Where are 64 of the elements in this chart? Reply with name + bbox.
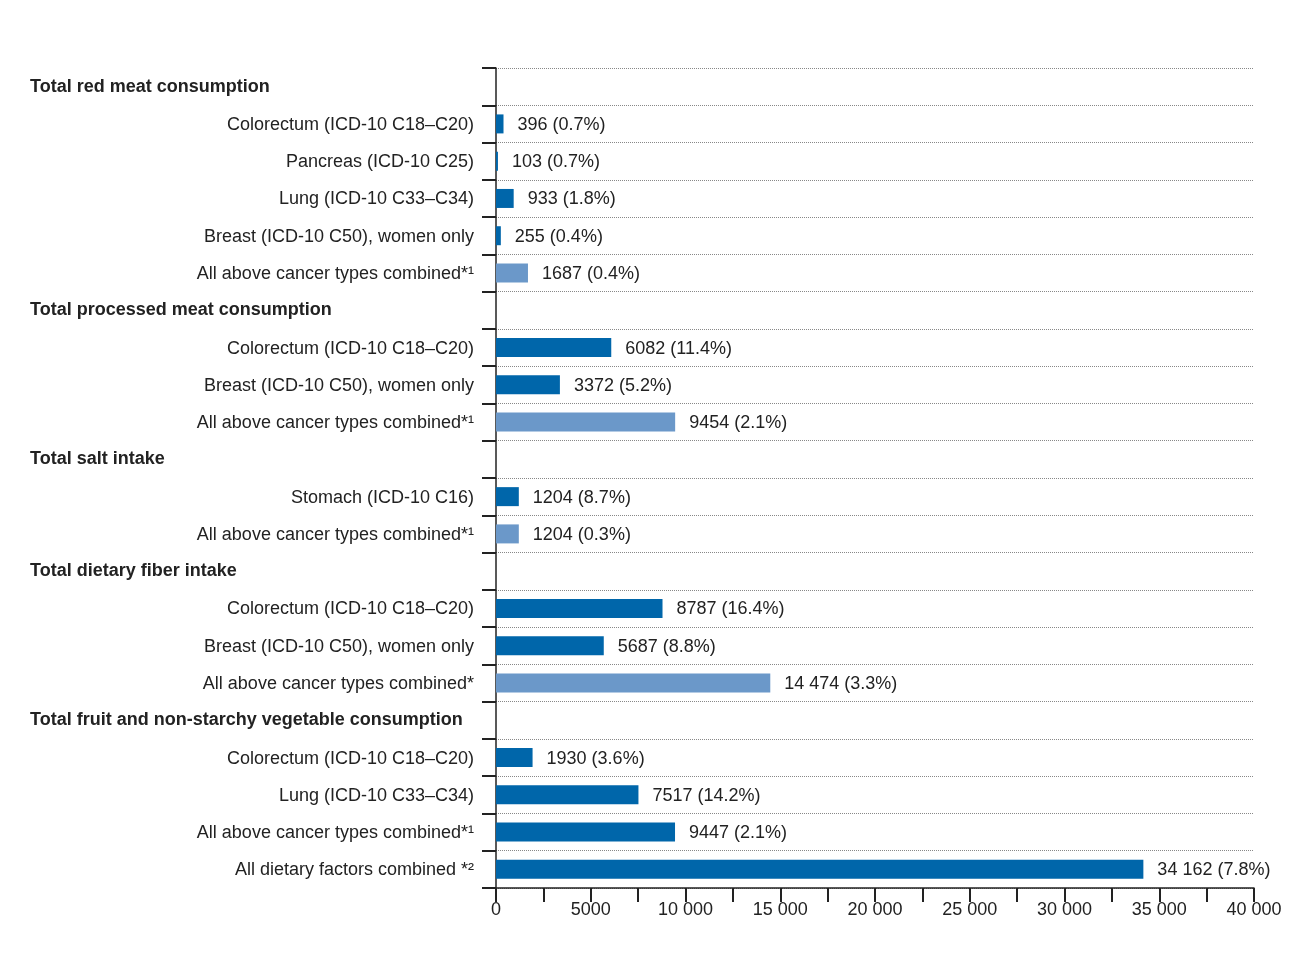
x-tick-label: 40 000 [1226,899,1282,919]
y-tick-label: Colorectum (ICD-10 C18–C20) [226,747,474,768]
x-tick-label: 35 000 [1131,899,1187,919]
y-tick-label: Colorectum (ICD-10 C18–C20) [226,337,474,358]
data-label: 1930 (3.6%) [546,747,645,768]
data-label: 1204 (0.3%) [532,523,631,544]
y-tick-label: Breast (ICD-10 C50), women only [203,225,474,246]
bar [496,188,514,208]
data-label: 1204 (8.7%) [532,486,631,507]
x-tick-label: 10 000 [657,899,714,919]
data-label: 1687 (0.4%) [541,263,641,283]
data-label: 9447 (2.1%) [689,822,788,843]
bar [496,263,528,283]
y-tick-label: Colorectum (ICD-10 C18–C20) [226,598,474,619]
x-tick-label: 25 000 [942,899,998,919]
data-label: 6082 (11.4%) [625,337,732,358]
y-tick-label: All above cancer types combined*¹ [196,412,474,433]
data-label: 103 (0.7%) [511,151,601,172]
bar [496,785,639,805]
data-label: 8787 (16.4%) [676,598,785,619]
data-label: 255 (0.4%) [514,225,603,246]
bar [496,748,533,768]
y-tick-label: Colorectum (ICD-10 C18–C20) [226,113,474,134]
y-tick-label: All above cancer types combined* [202,673,474,693]
y-tick-label: Stomach (ICD-10 C16) [290,486,474,507]
bar [496,524,519,544]
y-tick-label: Lung (ICD-10 C33–C34) [278,188,474,209]
text: Total processed meat consumption [30,299,332,320]
y-tick-label: Breast (ICD-10 C50), women only [203,635,474,656]
data-label: 396 (0.7%) [517,113,606,134]
x-tick-label: 0 [490,899,502,919]
x-tick-label: 5000 [570,899,611,919]
data-label: 14 474 (3.3%) [784,673,898,693]
text: Total salt intake [30,448,165,469]
data-label: 9454 (2.1%) [689,412,788,433]
y-tick-label: Lung (ICD-10 C33–C34) [278,784,474,805]
bar [496,338,612,358]
bar [496,487,519,507]
data-label: 3372 (5.2%) [573,374,672,395]
y-tick-label: All above cancer types combined*¹ [196,263,474,283]
bar [496,859,1144,879]
bar [496,375,560,395]
y-tick-label: All above cancer types combined*¹ [196,822,474,843]
bar [496,636,604,656]
bar [496,598,663,618]
y-tick-label: Breast (ICD-10 C50), women only [203,374,474,395]
x-tick-label: 20 000 [847,899,903,919]
y-tick-label: Pancreas (ICD-10 C25) [285,151,474,172]
data-label: 5687 (8.8%) [617,635,716,656]
bar [496,412,676,432]
data-label: 933 (1.8%) [527,188,616,209]
text: Total fruit and non-starchy vegetable consumption [30,709,463,730]
x-tick-label: 15 000 [752,899,808,919]
bar [496,114,504,134]
x-tick-label: 30 000 [1036,899,1093,919]
y-tick-label: All dietary factors combined *² [234,859,474,880]
data-label: 7517 (14.2%) [652,784,761,805]
bar [496,226,501,246]
bar [496,822,676,842]
data-label: 34 162 (7.8%) [1157,859,1271,880]
text: Total dietary fiber intake [30,560,237,581]
y-tick-label: All above cancer types combined*¹ [196,523,474,544]
text: Total red meat consumption [30,75,270,96]
bar [496,673,771,693]
